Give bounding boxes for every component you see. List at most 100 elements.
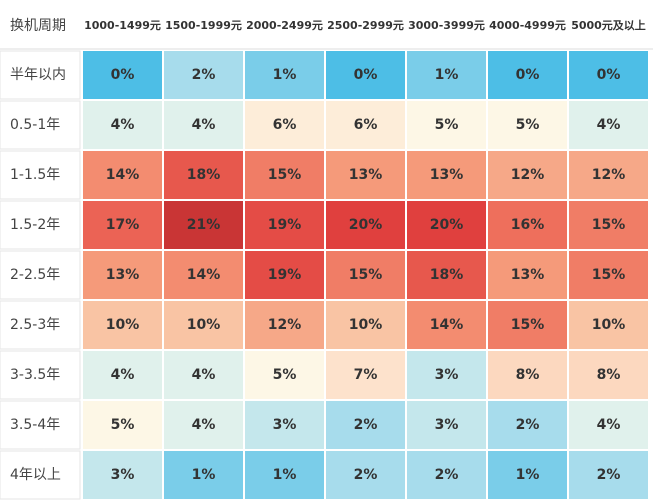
cell (245, 101, 324, 149)
row-label-bg (0, 150, 81, 200)
cell-label: 6% (354, 117, 378, 133)
cell (164, 301, 243, 349)
cell (488, 151, 567, 199)
cell-label: 14% (106, 167, 140, 183)
column-header: 5000元及以上 (571, 18, 646, 32)
cell-label: 0% (516, 67, 540, 83)
cell-label: 20% (349, 217, 383, 233)
cell (488, 301, 567, 349)
cell-label: 16% (511, 217, 545, 233)
row-label-bg (0, 100, 81, 150)
cell-label: 4% (111, 117, 135, 133)
cell-label: 7% (354, 367, 378, 383)
cell-label: 1% (516, 467, 540, 483)
cell-label: 1% (273, 467, 297, 483)
row-label: 3.5-4年 (10, 417, 60, 433)
cell-label: 2% (435, 467, 459, 483)
cell (164, 101, 243, 149)
cell (245, 151, 324, 199)
cell-label: 3% (273, 417, 297, 433)
column-header: 1500-1999元 (165, 19, 242, 32)
cell-label: 10% (106, 317, 140, 333)
row-label: 2.5-3年 (10, 317, 60, 333)
cell (407, 351, 486, 399)
cell-label: 2% (192, 67, 216, 83)
row-label: 4年以上 (10, 467, 61, 483)
cell-label: 15% (592, 267, 626, 283)
cell-label: 10% (187, 317, 221, 333)
cell (326, 351, 405, 399)
cell (245, 301, 324, 349)
cell-label: 3% (435, 417, 459, 433)
cell-label: 18% (430, 267, 464, 283)
cell (326, 451, 405, 499)
cell (407, 301, 486, 349)
cell-label: 0% (111, 67, 135, 83)
cell (407, 51, 486, 99)
cell-label: 15% (592, 217, 626, 233)
cell-label: 12% (268, 317, 302, 333)
row-label-bg (0, 450, 81, 500)
cell (488, 451, 567, 499)
row-label: 半年以内 (10, 67, 66, 83)
cell (164, 401, 243, 449)
cell (569, 51, 648, 99)
cell (245, 401, 324, 449)
cell (407, 201, 486, 249)
cell-label: 1% (273, 67, 297, 83)
row-label: 1-1.5年 (10, 167, 60, 183)
cell (569, 101, 648, 149)
cell-label: 0% (354, 67, 378, 83)
row-label-bg (0, 300, 81, 350)
cell (407, 251, 486, 299)
cell (569, 301, 648, 349)
column-header: 3000-3999元 (408, 19, 485, 32)
cell-label: 3% (111, 467, 135, 483)
cell (164, 201, 243, 249)
cell (326, 401, 405, 449)
cell (83, 251, 162, 299)
column-header: 2500-2999元 (327, 19, 404, 32)
cell (164, 351, 243, 399)
cell (245, 51, 324, 99)
cell-label: 1% (192, 467, 216, 483)
row-label: 0.5-1年 (10, 117, 60, 133)
cell (569, 251, 648, 299)
cell-label: 18% (187, 167, 221, 183)
cell (407, 101, 486, 149)
row-label: 1.5-2年 (10, 217, 60, 233)
cell-label: 14% (187, 267, 221, 283)
corner-label: 换机周期 (10, 17, 66, 34)
cell (326, 151, 405, 199)
cell (83, 151, 162, 199)
cell (326, 201, 405, 249)
cell (164, 51, 243, 99)
cell-label: 8% (597, 367, 621, 383)
cell-label: 10% (592, 317, 626, 333)
cell-label: 12% (592, 167, 626, 183)
cell-label: 5% (273, 367, 297, 383)
row-label-bg (0, 350, 81, 400)
cell-label: 5% (111, 417, 135, 433)
cell (245, 251, 324, 299)
cell (569, 151, 648, 199)
cell-label: 20% (430, 217, 464, 233)
cell (326, 301, 405, 349)
row-label-bg (0, 400, 81, 450)
cell-label: 5% (516, 117, 540, 133)
cell (83, 51, 162, 99)
cell-label: 4% (192, 417, 216, 433)
cell (245, 351, 324, 399)
cell (326, 251, 405, 299)
cell (488, 351, 567, 399)
cell (326, 101, 405, 149)
cell-label: 21% (187, 217, 221, 233)
cell-label: 5% (435, 117, 459, 133)
cell (245, 201, 324, 249)
cell-label: 4% (111, 367, 135, 383)
cell (164, 451, 243, 499)
cell-label: 15% (349, 267, 383, 283)
cell (83, 451, 162, 499)
row-label-bg (0, 250, 81, 300)
